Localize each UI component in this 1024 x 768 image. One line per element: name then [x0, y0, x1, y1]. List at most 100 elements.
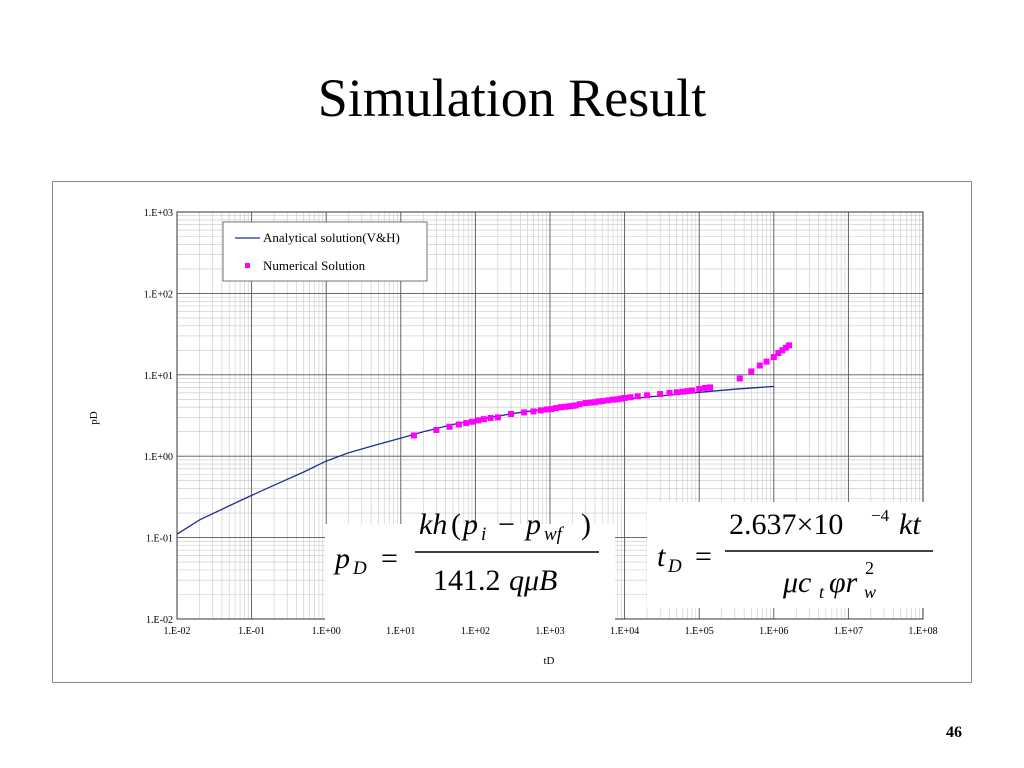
equation-pd-background: [325, 524, 615, 624]
td-den-phi: φr: [829, 566, 858, 599]
numerical-solution-point: [782, 344, 789, 351]
slide-title: Simulation Result: [317, 68, 707, 128]
numerical-solution-point: [702, 384, 709, 391]
numerical-solution-point: [562, 403, 569, 410]
numerical-solution-point: [666, 389, 673, 396]
numerical-solution-point: [657, 391, 664, 398]
y-tick-label: 1.E-01: [146, 534, 173, 545]
numerical-solution-point: [748, 368, 755, 375]
pd-den-const: 141.2: [433, 564, 501, 597]
pd-lhs-sub: D: [352, 558, 367, 579]
numerical-solution-point: [627, 394, 634, 401]
x-axis-label: tD: [544, 655, 555, 667]
pd-num-p2-sub: wf: [544, 524, 565, 545]
numerical-solution-point: [610, 396, 617, 403]
pd-num-p2: p: [524, 508, 541, 541]
numerical-solution-point: [587, 399, 594, 406]
td-den-sup-2: 2: [865, 558, 874, 578]
numerical-solution-point: [455, 421, 462, 428]
legend-numerical-label: Numerical Solution: [263, 258, 366, 273]
numerical-solution-point: [569, 402, 576, 409]
numerical-solution-point: [599, 398, 606, 405]
numerical-solution-point: [530, 408, 537, 415]
x-tick-label: 1.E-01: [238, 626, 265, 637]
td-den-sub-w: w: [864, 582, 876, 602]
numerical-solution-point: [696, 385, 703, 392]
y-tick-labels: 1.E-02 1.E-01 1.E+00 1.E+01 1.E+02 1.E+03: [144, 208, 173, 626]
numerical-solution-point: [779, 347, 786, 354]
td-num-vars: kt: [899, 508, 921, 541]
numerical-solution-point: [537, 407, 544, 414]
numerical-series: [410, 342, 793, 439]
x-tick-label: 1.E+08: [908, 626, 937, 637]
numerical-solution-point: [548, 406, 555, 413]
x-tick-label: 1.E+02: [461, 626, 490, 637]
numerical-solution-point: [786, 342, 793, 349]
td-den-sub-t: t: [819, 582, 825, 602]
numerical-solution-point: [582, 400, 589, 407]
numerical-solution-point: [614, 396, 621, 403]
numerical-solution-point: [775, 350, 782, 357]
numerical-solution-point: [433, 426, 440, 433]
numerical-solution-point: [595, 398, 602, 405]
y-axis-label: pD: [88, 411, 100, 425]
numerical-solution-point: [707, 384, 714, 391]
numerical-solution-point: [566, 403, 573, 410]
y-tick-label: 1.E+00: [144, 452, 173, 463]
pd-num-p1-sub: i: [481, 524, 486, 545]
numerical-solution-point: [576, 401, 583, 408]
x-tick-label: 1.E+05: [685, 626, 714, 637]
log-log-plot: 1.E-02 1.E-01 1.E+00 1.E+01 1.E+02 1.E+03 1.E+…: [88, 208, 938, 667]
equation-pd: p D = kh ( p i − p wf ) 141.2 qμB: [325, 508, 615, 624]
equation-td-background: [647, 502, 937, 608]
numerical-solution-point: [487, 414, 494, 421]
x-tick-labels: 1.E-02 1.E-01 1.E+00 1.E+01 1.E+02 1.E+03 1.E+…: [164, 626, 938, 637]
x-tick-label: 1.E+03: [535, 626, 564, 637]
td-num-const: 2.637×10: [729, 508, 843, 541]
numerical-solution-point: [763, 358, 770, 365]
numerical-solution-point: [679, 388, 686, 395]
legend-box: [222, 221, 428, 282]
numerical-solution-point: [605, 397, 612, 404]
td-lhs: t: [657, 540, 666, 573]
pd-lhs: p: [333, 542, 350, 575]
numerical-solution-point: [736, 375, 743, 382]
pd-equals: =: [381, 542, 398, 575]
numerical-solution-point: [521, 409, 528, 416]
numerical-solution-point: [557, 404, 564, 411]
equation-td: t D = 2.637×10 −4 kt μc t φr w 2: [647, 502, 937, 608]
chart-frame: 1.E-02 1.E-01 1.E+00 1.E+01 1.E+02 1.E+03 1.E+…: [52, 181, 972, 683]
numerical-solution-point: [756, 362, 763, 369]
numerical-solution-point: [480, 416, 487, 423]
numerical-solution-point: [591, 399, 598, 406]
numerical-solution-point: [634, 393, 641, 400]
numerical-solution-point: [410, 432, 417, 439]
numerical-solution-point: [770, 354, 777, 361]
numerical-solution-point: [543, 406, 550, 413]
y-tick-label: 1.E-02: [146, 615, 173, 626]
numerical-solution-point: [673, 389, 680, 396]
td-num-exp: −4: [871, 506, 890, 525]
numerical-solution-point: [475, 417, 482, 424]
pd-num-open: (: [451, 508, 461, 541]
pd-num-p1: p: [461, 508, 478, 541]
pd-num-close: ): [581, 508, 591, 541]
numerical-solution-point: [684, 388, 691, 395]
x-tick-label: 1.E+07: [834, 626, 863, 637]
pd-num-kh: kh: [419, 508, 447, 541]
numerical-solution-point: [446, 423, 453, 430]
numerical-solution-point: [552, 405, 559, 412]
td-equals: =: [695, 540, 712, 573]
numerical-solution-point: [468, 418, 475, 425]
chart-legend: Analytical solution(V&H) Numerical Solut…: [222, 221, 428, 282]
pd-num-minus: −: [498, 508, 515, 541]
numerical-solution-point: [618, 395, 625, 402]
numerical-solution-point: [572, 402, 579, 409]
x-tick-label: 1.E+00: [312, 626, 341, 637]
x-tick-label: 1.E+01: [386, 626, 415, 637]
legend-marker-swatch: [245, 263, 250, 268]
legend-analytical-label: Analytical solution(V&H): [263, 230, 400, 245]
numerical-solution-point: [463, 420, 470, 427]
numerical-solution-point: [507, 410, 514, 417]
pd-den-vars: qμB: [509, 564, 557, 597]
